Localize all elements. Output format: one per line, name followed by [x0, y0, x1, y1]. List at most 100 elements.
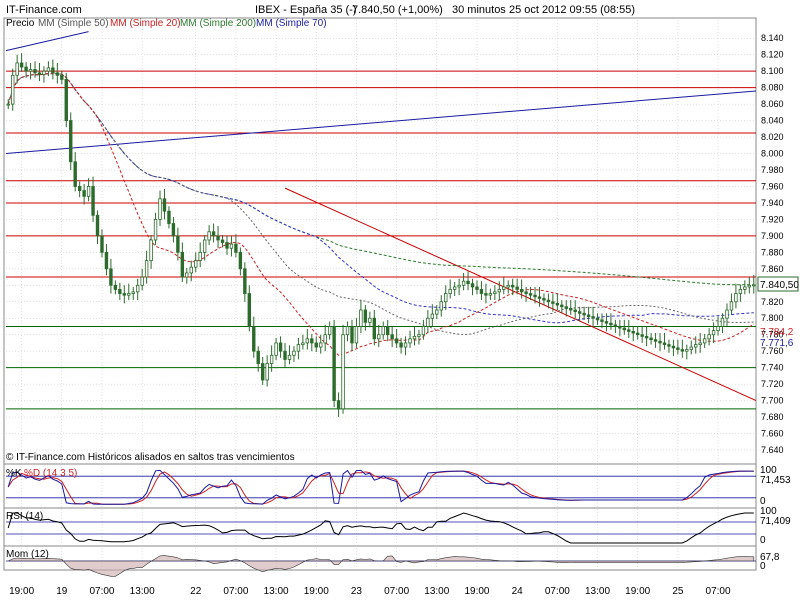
candle-body [319, 342, 323, 348]
candle-body [586, 314, 591, 317]
candle-body [256, 350, 260, 364]
x-tick-label: 07:00 [706, 586, 731, 597]
candle-body [180, 251, 185, 278]
last-price: 7.840,50 (+1,00%) [352, 4, 443, 16]
candle-body [144, 260, 149, 278]
candle-body [91, 186, 95, 216]
candle-body [725, 309, 729, 319]
candle-body [497, 289, 502, 293]
candle-body [676, 347, 680, 350]
candle-body [461, 280, 466, 286]
candle-body [207, 231, 211, 241]
candle-body [64, 79, 68, 121]
x-tick-label: 19:00 [464, 586, 489, 597]
x-tick-label: 22 [190, 586, 202, 597]
candle-body [33, 69, 37, 74]
y-tick-label: 7.820 [761, 297, 784, 307]
candle-body [149, 239, 153, 261]
candle-body [377, 334, 381, 340]
candle-body [412, 335, 417, 340]
candle-body [104, 251, 109, 270]
candle-body [234, 243, 238, 253]
candle-body [600, 319, 604, 322]
candle-body [229, 243, 234, 249]
candle-body [564, 306, 568, 309]
rsi-value: 71,409 [760, 516, 791, 527]
x-tick-label: 19:00 [9, 586, 34, 597]
candle-body [10, 74, 15, 105]
candle-body [69, 120, 73, 163]
candle-body [524, 291, 528, 294]
candle-body [720, 317, 725, 327]
x-tick-label: 24 [512, 586, 524, 597]
candle-body [24, 66, 28, 72]
y-tick-label: 7.780 [761, 330, 784, 340]
candle-body [738, 289, 743, 294]
y-tick-label: 7.980 [761, 165, 784, 175]
candle-body [689, 346, 693, 350]
candle-body [28, 69, 33, 72]
x-tick-label: 13:00 [424, 586, 449, 597]
candle-body [417, 334, 421, 337]
candle-body [350, 326, 354, 344]
candle-body [734, 293, 738, 303]
candle-body [439, 301, 443, 311]
candle-body [551, 301, 555, 304]
y-tick-label: 7.900 [761, 231, 784, 241]
x-tick-label: 23 [351, 586, 363, 597]
candle-body [702, 338, 707, 344]
candle-body [260, 363, 265, 381]
candle-body [202, 239, 207, 253]
candle-body [595, 317, 600, 321]
candle-body [658, 340, 662, 344]
mom-area [8, 555, 755, 577]
candle-body [198, 251, 202, 261]
candle-body [555, 303, 560, 306]
candle-body [662, 342, 667, 345]
stoch-tick-100: 100 [760, 465, 777, 476]
y-tick-label: 8.100 [761, 66, 784, 76]
candle-body [345, 326, 350, 336]
trendline-blue-upper [5, 31, 89, 52]
ma50-tag: 7.771,6 [760, 338, 794, 349]
candle-body [363, 309, 368, 323]
datetime-label: 25 oct 2012 09:55 (08:55) [509, 4, 635, 16]
legend-ma70: MM (Simple 70) [256, 18, 327, 29]
y-tick-label: 7.800 [761, 313, 784, 323]
candle-body [573, 309, 577, 313]
candle-body [515, 286, 519, 290]
candle-body [528, 293, 533, 296]
legend-precio: Precio [6, 18, 35, 29]
candle-body [569, 307, 573, 311]
candle-body [247, 293, 252, 327]
candle-body [627, 329, 631, 332]
candle-body [430, 313, 435, 319]
candle-body [332, 326, 336, 401]
candle-body [135, 284, 140, 293]
y-tick-label: 7.880 [761, 247, 784, 257]
ma70-line [7, 73, 754, 324]
candle-body [577, 311, 582, 314]
candle-body [95, 214, 100, 237]
candle-body [359, 309, 363, 327]
candle-body [314, 342, 318, 348]
rsi-tick-0: 0 [760, 535, 766, 546]
ma20-line [7, 73, 755, 356]
candle-body [470, 283, 475, 288]
candle-body [403, 342, 408, 348]
candle-body [283, 350, 287, 360]
candle-body [171, 223, 176, 237]
candle-body [711, 330, 716, 336]
y-tick-label: 8.020 [761, 132, 784, 142]
candle-body [408, 338, 412, 344]
candle-body [653, 339, 658, 342]
candle-body [113, 284, 118, 290]
footer-note: © IT-Finance.com Históricos alisados en … [6, 452, 295, 463]
candle-body [466, 280, 470, 285]
candle-body [698, 342, 702, 345]
candle-body [631, 331, 635, 334]
candle-body [452, 286, 457, 290]
y-tick-label: 7.860 [761, 264, 784, 274]
candle-body [493, 291, 497, 294]
